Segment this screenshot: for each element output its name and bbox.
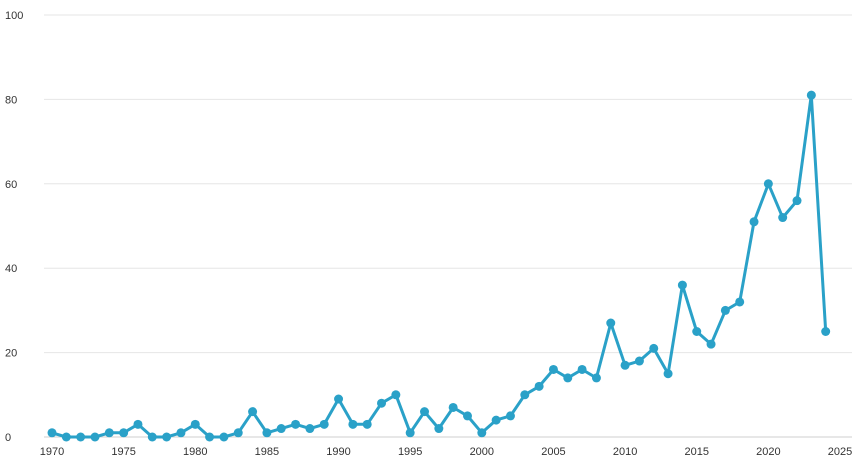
data-point-1972: [76, 432, 86, 442]
data-point-2013: [663, 369, 673, 379]
gridlines: [44, 14, 852, 438]
data-point-1997: [434, 424, 444, 434]
x-tick-label: 2020: [756, 446, 780, 458]
data-point-1976: [133, 419, 143, 429]
data-point-2008: [591, 373, 601, 383]
data-point-2018: [735, 297, 745, 307]
data-point-2009: [606, 318, 616, 328]
data-point-1975: [119, 428, 129, 438]
y-tick-label: 60: [5, 179, 17, 191]
data-point-2016: [706, 339, 716, 349]
data-point-2004: [534, 381, 544, 391]
data-point-1985: [262, 428, 272, 438]
data-point-1980: [190, 419, 200, 429]
data-point-1978: [162, 432, 172, 442]
y-axis-tick-labels: 0 20 40 60 80 100: [5, 10, 23, 444]
data-point-1977: [147, 432, 157, 442]
data-point-1986: [276, 424, 286, 434]
data-point-2001: [491, 415, 501, 425]
data-point-2000: [477, 428, 487, 438]
data-point-1988: [305, 424, 315, 434]
data-point-1999: [462, 411, 472, 421]
data-point-1974: [104, 428, 114, 438]
data-point-2010: [620, 360, 630, 370]
x-tick-label: 2000: [470, 446, 494, 458]
data-point-2017: [720, 305, 730, 315]
data-point-1984: [248, 407, 258, 417]
x-tick-label: 1985: [255, 446, 279, 458]
x-axis-tick-labels: 1970 1975 1980 1985 1990 1995 2000 2005 2010 2015…: [40, 446, 852, 458]
data-point-1989: [319, 419, 329, 429]
data-point-1970: [47, 428, 57, 438]
data-point-2005: [548, 364, 558, 374]
y-tick-label: 40: [5, 263, 17, 275]
x-tick-label: 2010: [613, 446, 637, 458]
data-point-2024: [821, 327, 831, 336]
data-point-1993: [377, 398, 387, 408]
series-line: [50, 93, 828, 439]
data-point-1996: [420, 407, 430, 417]
data-points: [47, 90, 831, 442]
x-tick-label: 1995: [398, 446, 422, 458]
data-point-2011: [634, 356, 644, 366]
data-point-1983: [233, 428, 243, 438]
x-tick-label: 1970: [40, 446, 64, 458]
data-point-2021: [778, 213, 788, 223]
data-point-1979: [176, 428, 186, 438]
data-point-1971: [61, 432, 71, 442]
data-point-2006: [563, 373, 573, 383]
data-point-1998: [448, 402, 458, 412]
data-point-1991: [348, 419, 358, 429]
x-tick-label: 1990: [326, 446, 350, 458]
data-point-1995: [405, 428, 415, 438]
data-point-2019: [749, 217, 759, 227]
data-point-2003: [520, 390, 530, 400]
y-tick-label: 100: [5, 10, 23, 22]
x-tick-label: 2025: [828, 446, 852, 458]
data-point-2015: [692, 327, 702, 336]
data-point-1990: [334, 394, 344, 404]
data-point-1982: [219, 432, 229, 442]
x-tick-label: 2005: [541, 446, 565, 458]
data-point-2012: [649, 343, 659, 353]
x-tick-label: 1980: [183, 446, 207, 458]
data-point-2007: [577, 364, 587, 374]
data-point-2022: [792, 196, 802, 206]
y-tick-label: 80: [5, 94, 17, 106]
data-point-1987: [291, 419, 301, 429]
y-tick-label: 0: [5, 432, 11, 444]
data-point-1973: [90, 432, 100, 442]
x-tick-label: 1975: [111, 446, 135, 458]
data-point-2014: [677, 280, 687, 290]
data-point-2002: [505, 411, 515, 421]
data-point-2020: [763, 179, 773, 189]
x-tick-label: 2015: [684, 446, 708, 458]
data-point-2023: [806, 90, 816, 100]
data-point-1981: [205, 432, 215, 442]
data-point-1994: [391, 390, 401, 400]
y-tick-label: 20: [5, 348, 17, 360]
data-point-1992: [362, 419, 372, 429]
